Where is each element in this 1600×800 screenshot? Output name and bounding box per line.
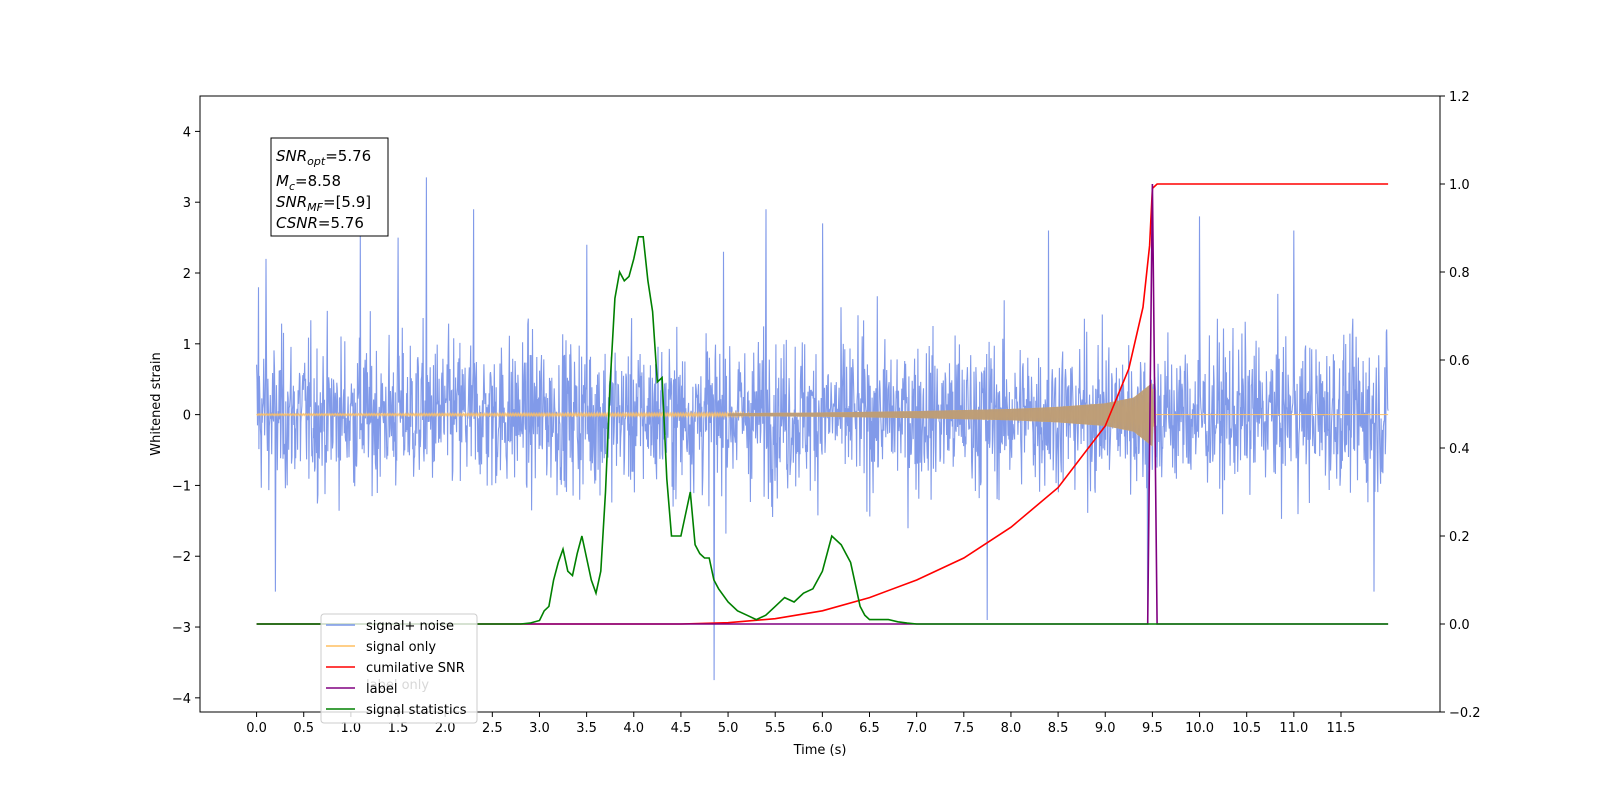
plot-area [256, 177, 1389, 681]
series-signal-plus-noise [256, 177, 1389, 681]
y-tick-label: 3 [183, 196, 191, 211]
legend-label-signal-statistics: signal statistics [366, 703, 467, 718]
y2-tick-label: 0.8 [1449, 266, 1470, 281]
y-tick-label: 0 [183, 409, 191, 424]
annotation-box: SNRopt=5.76 Mc=8.58 SNRMF=[5.9] CSNR=5.7… [270, 137, 389, 237]
annotation-csnr: CSNR=5.76 [276, 214, 364, 232]
legend-hidden-text: label only [366, 678, 429, 693]
x-tick-label: 2.5 [482, 721, 503, 736]
y2-tick-label: 0.0 [1449, 618, 1470, 633]
x-tick-label: 5.0 [718, 721, 739, 736]
x-tick-label: 6.5 [859, 721, 880, 736]
y2-tick-label: 0.2 [1449, 530, 1470, 545]
y2-tick-label: 1.0 [1449, 178, 1470, 193]
y2-tick-label: −0.2 [1449, 706, 1481, 721]
y2-tick-label: 0.4 [1449, 442, 1470, 457]
legend-label-cumulative-snr: cumilative SNR [366, 661, 465, 676]
y-tick-label: −4 [172, 692, 191, 707]
annotation-frame [270, 137, 389, 237]
legend-label-label: label [366, 682, 397, 697]
x-tick-label: 7.5 [953, 721, 974, 736]
x-tick-label: 9.0 [1095, 721, 1116, 736]
annotation-snr-opt: SNRopt=5.76 [276, 147, 371, 168]
x-axis-label: Time (s) [793, 743, 847, 758]
series-signal-statistics [256, 236, 1389, 625]
y2-tick-label: 1.2 [1449, 90, 1470, 105]
x-tick-label: 11.5 [1327, 721, 1356, 736]
legend-label-signal-only: signal only [366, 640, 436, 655]
series-cumulative-snr [256, 183, 1389, 625]
y2-tick-label: 0.6 [1449, 354, 1470, 369]
x-tick-label: 2.0 [435, 721, 456, 736]
series-signal-only-band [728, 383, 1155, 447]
x-tick-label: 9.5 [1142, 721, 1163, 736]
y-tick-label: −1 [172, 479, 191, 494]
x-tick-label: 4.0 [623, 721, 644, 736]
x-tick-label: 8.0 [1001, 721, 1022, 736]
y-tick-label: −3 [172, 621, 191, 636]
x-tick-label: 0.0 [246, 721, 267, 736]
x-tick-label: 10.0 [1185, 721, 1214, 736]
x-tick-label: 1.0 [341, 721, 362, 736]
x-tick-label: 3.0 [529, 721, 550, 736]
annotation-snr-mf: SNRMF=[5.9] [276, 193, 371, 214]
axes-frame [199, 95, 1441, 713]
y-axis-label: Whitened strain [149, 352, 164, 455]
legend-frame [320, 613, 478, 724]
y-tick-label: −2 [172, 550, 191, 565]
x-tick-label: 10.5 [1232, 721, 1261, 736]
legend-label-signal-noise: signal+ noise [366, 619, 454, 634]
x-tick-label: 0.5 [293, 721, 314, 736]
y-tick-label: 4 [183, 125, 191, 140]
x-tick-label: 8.5 [1048, 721, 1069, 736]
y-tick-label: 1 [183, 338, 191, 353]
x-tick-label: 5.5 [765, 721, 786, 736]
x-tick-label: 6.0 [812, 721, 833, 736]
axes: 0.0 0.5 1.0 1.5 2.0 2.5 3.0 3.5 4.0 4.5 5.0 5.5 6.0 6… [172, 90, 1481, 736]
legend: label only signal+ noise signal only cum… [320, 613, 478, 724]
annotation-mc: Mc=8.58 [276, 172, 341, 193]
x-tick-label: 7.0 [906, 721, 927, 736]
x-tick-label: 11.0 [1279, 721, 1308, 736]
x-tick-label: 1.5 [388, 721, 409, 736]
x-tick-label: 3.5 [576, 721, 597, 736]
x-tick-label: 4.5 [671, 721, 692, 736]
y-tick-label: 2 [183, 267, 191, 282]
